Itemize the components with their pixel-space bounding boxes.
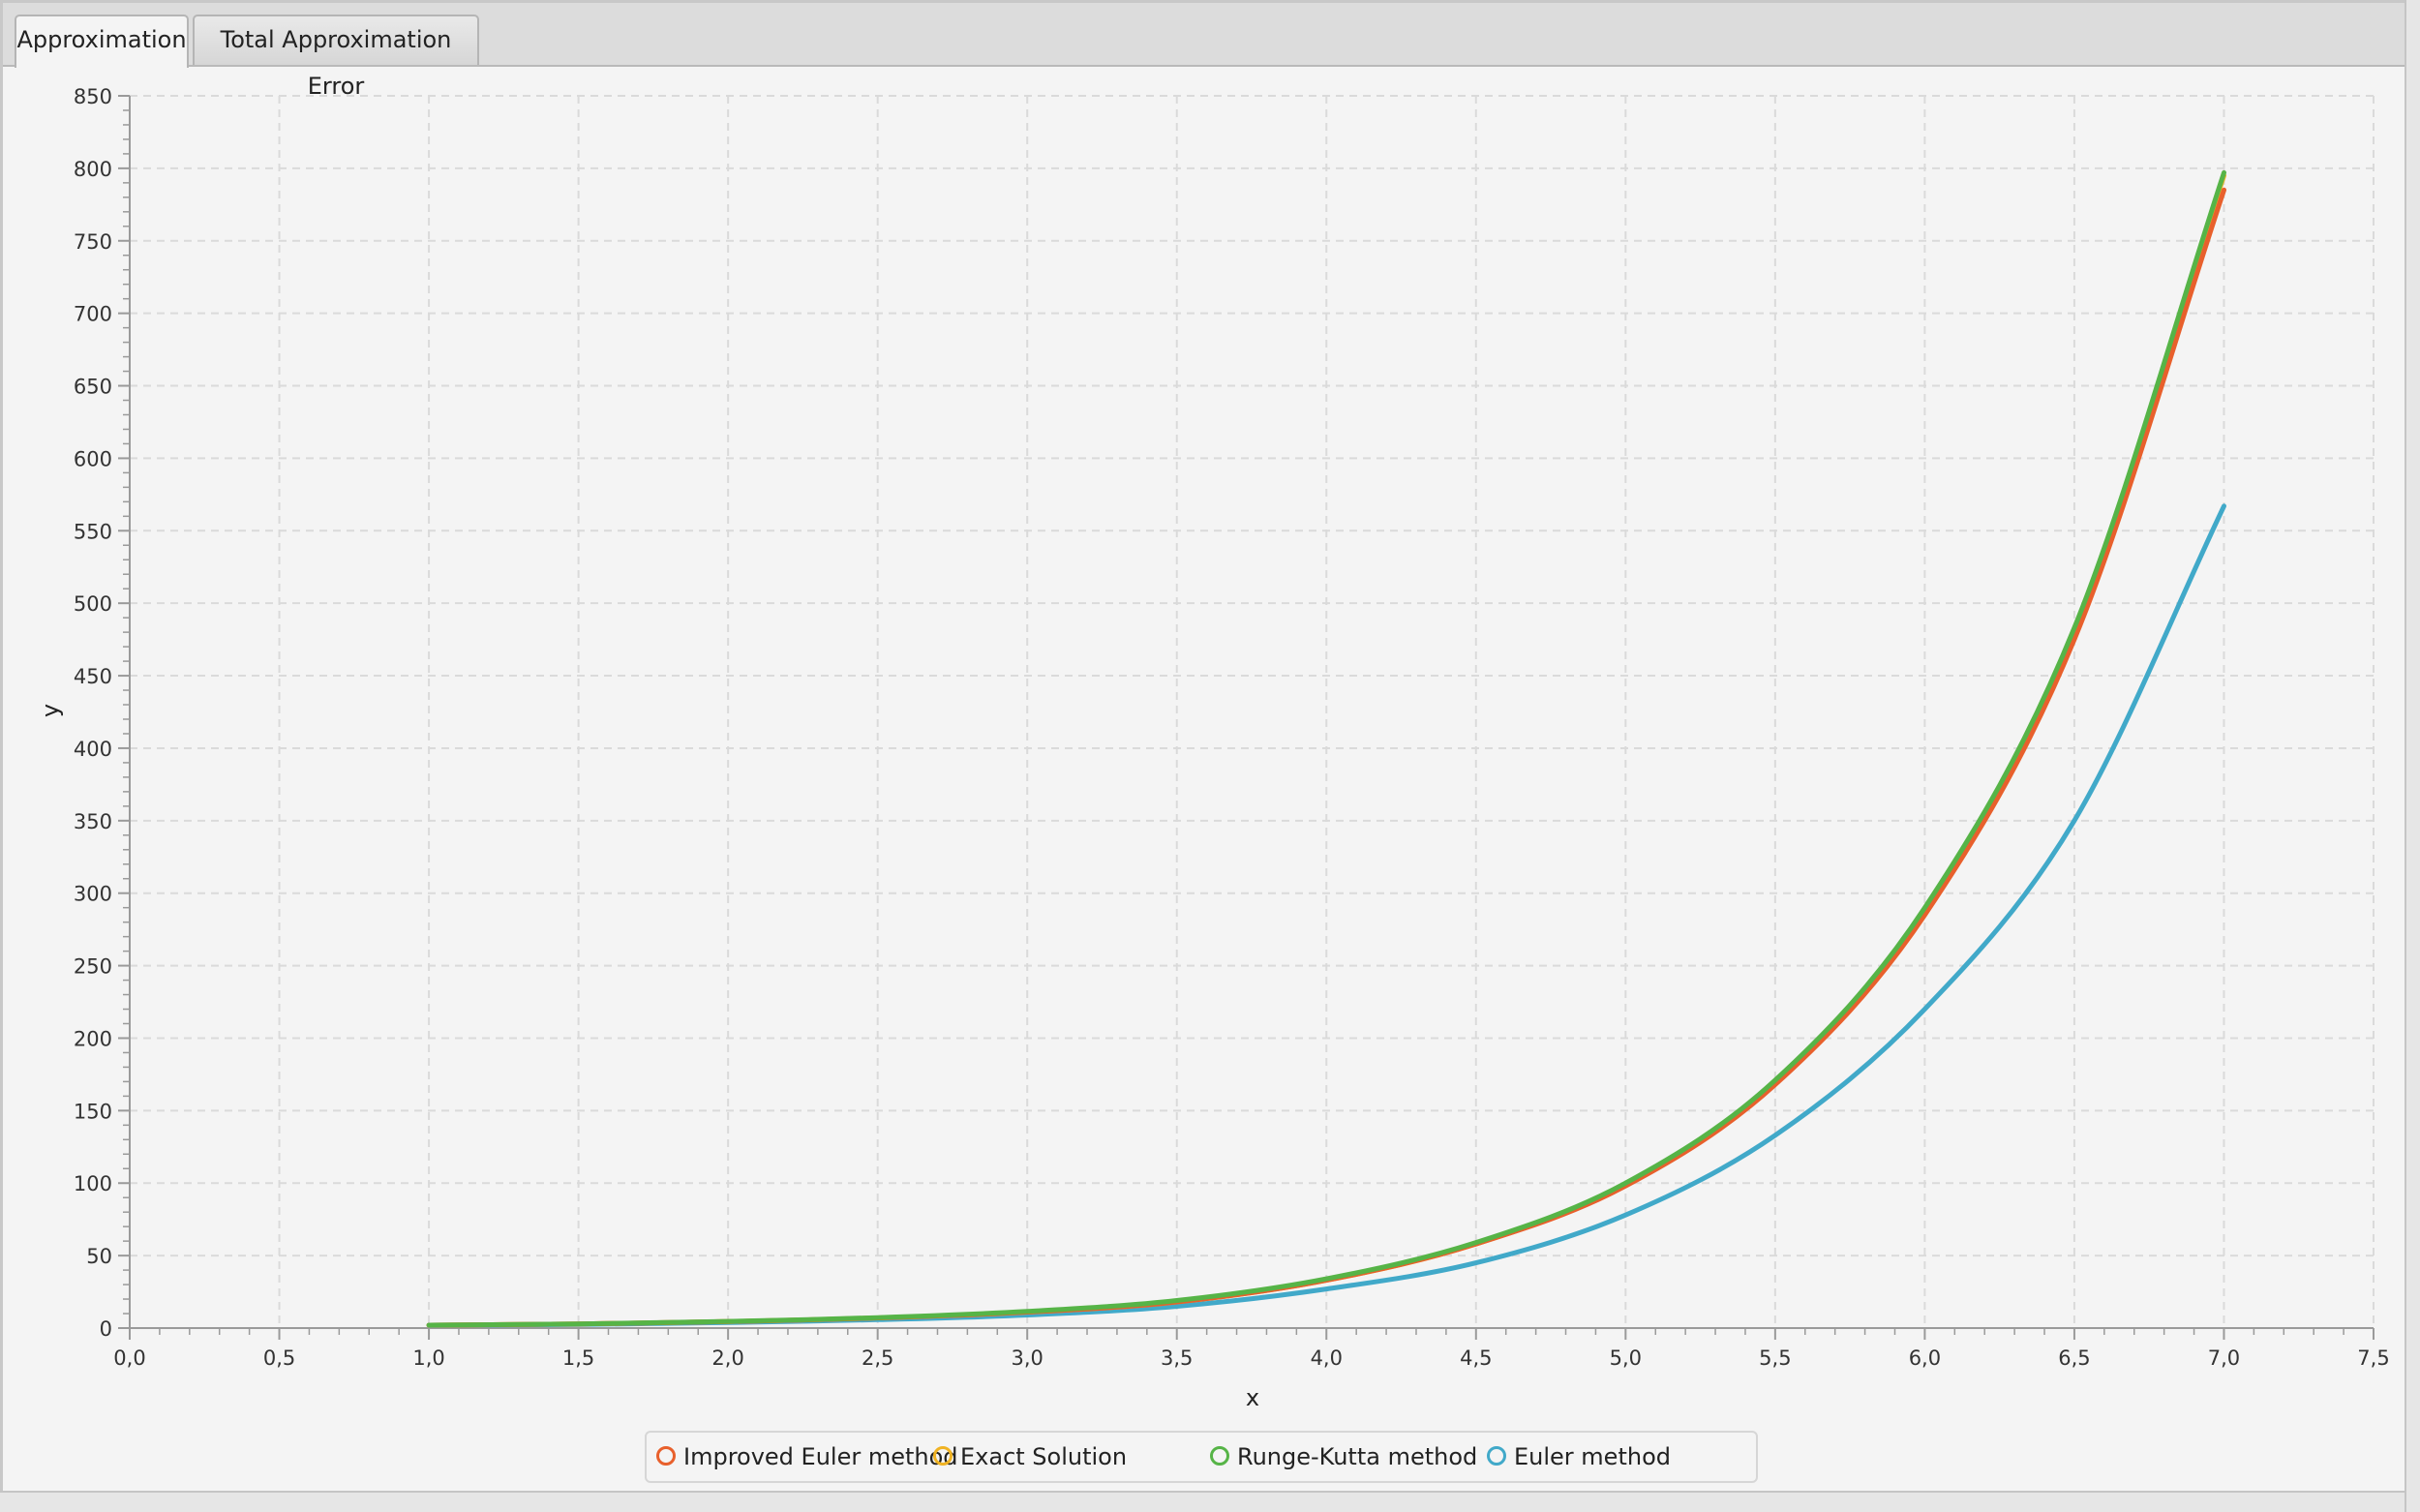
y-tick-label: 550 <box>74 520 112 543</box>
y-axis-title: y <box>37 704 64 717</box>
legend-label: Euler method <box>1514 1443 1671 1470</box>
x-tick-label: 0,0 <box>113 1346 145 1370</box>
x-tick-label: 7,5 <box>2357 1346 2389 1370</box>
plot-background <box>130 96 2374 1328</box>
x-tick-label: 0,5 <box>263 1346 295 1370</box>
tab-approximation[interactable]: Approximation <box>15 15 189 68</box>
x-tick-label: 2,0 <box>711 1346 743 1370</box>
x-tick-label: 4,0 <box>1311 1346 1343 1370</box>
legend-item-exact-solution: Exact Solution <box>933 1433 1127 1481</box>
y-tick-label: 600 <box>74 447 112 470</box>
legend-circle-icon <box>1487 1446 1506 1466</box>
y-tick-label: 750 <box>74 230 112 254</box>
x-tick-label: 3,5 <box>1161 1346 1193 1370</box>
y-tick-label: 350 <box>74 810 112 833</box>
y-tick-label: 200 <box>74 1027 112 1050</box>
y-tick-label: 700 <box>74 303 112 326</box>
y-tick-label: 300 <box>74 883 112 906</box>
chart-legend: Improved Euler method Exact Solution Run… <box>645 1431 1758 1483</box>
x-tick-label: 6,5 <box>2058 1346 2090 1370</box>
line-chart: 0,0 0,5 1,0 1,5 2,0 2,5 3,0 3,5 4,0 4,5 5,0 5,5 6,0 6… <box>37 85 2390 1411</box>
legend-item-improved-euler: Improved Euler method <box>656 1433 958 1481</box>
y-tick-label: 150 <box>74 1100 112 1123</box>
legend-label: Exact Solution <box>960 1443 1128 1470</box>
x-tick-label: 3,0 <box>1011 1346 1043 1370</box>
y-tick-label: 100 <box>74 1172 112 1195</box>
x-tick-label: 2,5 <box>862 1346 893 1370</box>
x-tick-label: 1,5 <box>562 1346 594 1370</box>
x-tick-label: 4,5 <box>1460 1346 1492 1370</box>
x-tick-label: 5,0 <box>1610 1346 1642 1370</box>
x-axis-title: x <box>1246 1384 1259 1411</box>
y-tick-label: 250 <box>74 955 112 979</box>
y-tick-label: 800 <box>74 158 112 181</box>
x-tick-label: 1,0 <box>412 1346 444 1370</box>
series-lines <box>426 169 2226 1328</box>
x-tick-label: 5,5 <box>1759 1346 1791 1370</box>
window-right-edge <box>2405 0 2420 1512</box>
y-tick-label: 850 <box>74 85 112 108</box>
y-tick-label: 400 <box>74 738 112 761</box>
legend-circle-icon <box>933 1446 953 1466</box>
chart-axes: 0,0 0,5 1,0 1,5 2,0 2,5 3,0 3,5 4,0 4,5 5,0 5,5 6,0 6… <box>74 85 2390 1370</box>
legend-circle-icon <box>1210 1446 1229 1466</box>
tab-bar: Approximation Total Approximation Error <box>3 3 2405 100</box>
series-line-runge-kutta-method <box>426 169 2226 1328</box>
legend-label: Runge-Kutta method <box>1237 1443 1478 1470</box>
x-tick-label: 6,0 <box>1909 1346 1941 1370</box>
legend-item-euler: Euler method <box>1487 1433 1671 1481</box>
legend-item-runge-kutta: Runge-Kutta method <box>1210 1433 1477 1481</box>
legend-label: Improved Euler method <box>683 1443 958 1470</box>
legend-circle-icon <box>656 1446 676 1466</box>
window-bottom-edge <box>0 1491 2405 1512</box>
y-tick-label: 650 <box>74 376 112 399</box>
y-tick-label: 50 <box>86 1245 112 1268</box>
x-tick-label: 7,0 <box>2208 1346 2240 1370</box>
grid-lines <box>130 95 2375 1328</box>
tab-total-approximation-error[interactable]: Total Approximation Error <box>193 15 479 100</box>
y-tick-label: 0 <box>100 1317 112 1341</box>
y-tick-label: 450 <box>74 665 112 688</box>
y-tick-label: 500 <box>74 592 112 616</box>
